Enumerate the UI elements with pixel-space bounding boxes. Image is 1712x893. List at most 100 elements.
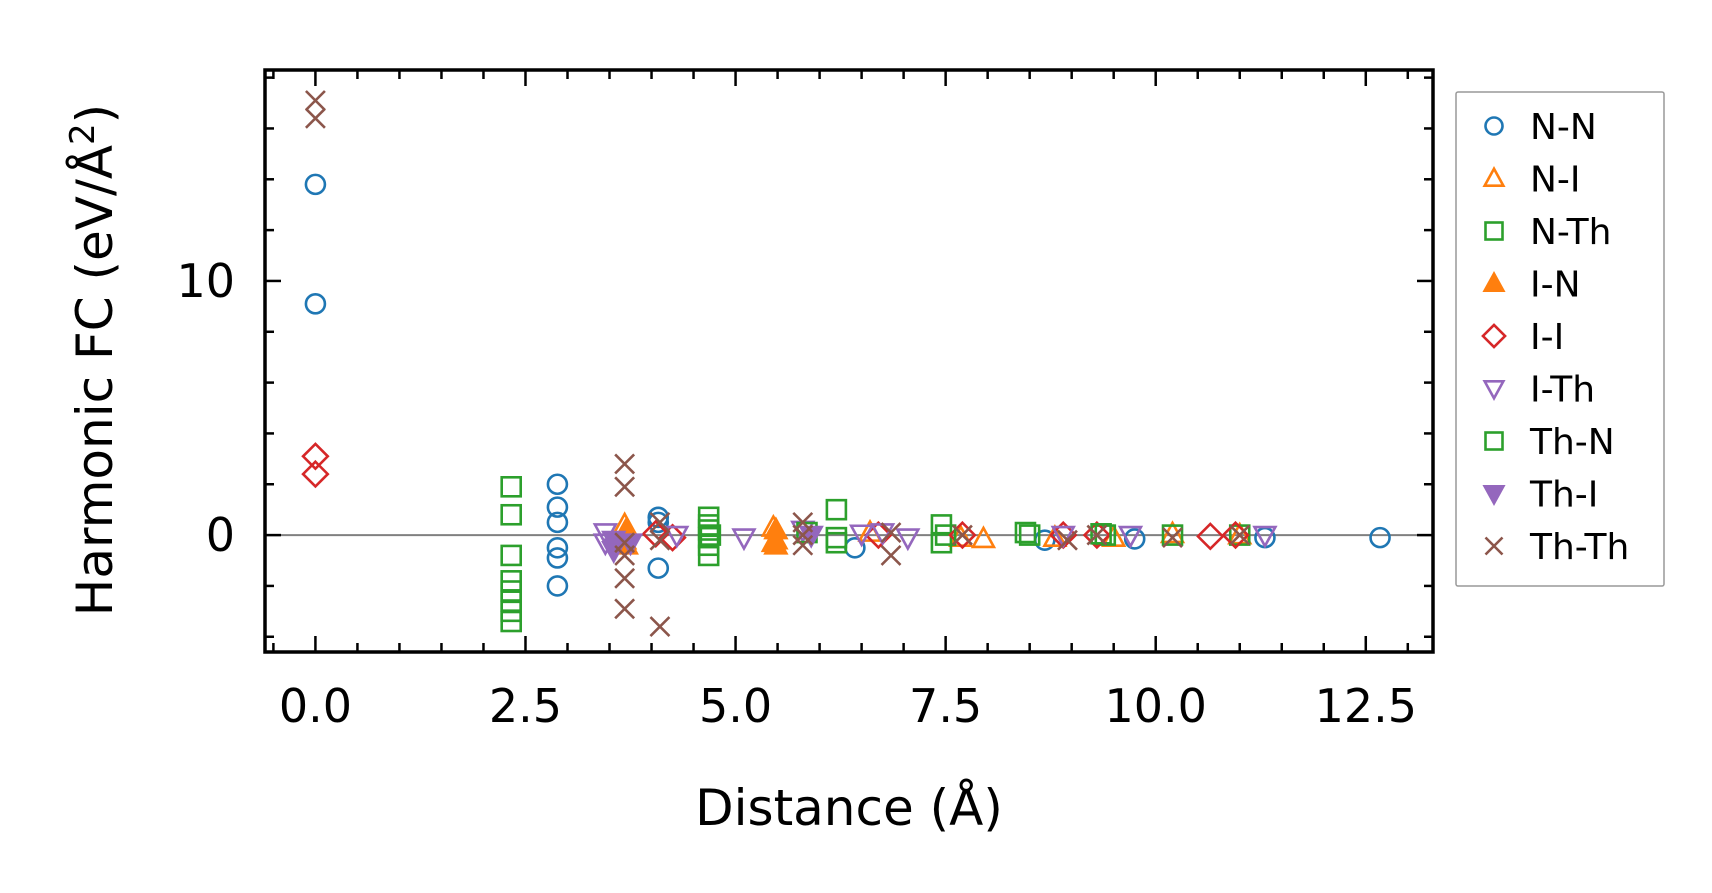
data-point [546,496,569,518]
data-point [848,524,875,548]
data-point [1229,524,1251,546]
legend-marker [1482,379,1506,401]
data-point [952,524,973,546]
series-n-th [500,476,1251,633]
data-point [1252,525,1278,549]
y-axis-label-superscript: 2 [63,123,103,145]
data-point [699,524,722,546]
data-point [649,529,671,551]
data-point [880,545,902,566]
x-tick-label: 12.5 [1315,679,1417,733]
legend-label: N-Th [1530,212,1611,253]
legend-label: I-Th [1530,370,1595,411]
data-point [1161,524,1184,546]
legend-marker [1484,221,1504,241]
data-point [763,526,789,550]
legend-item: Th-N [1484,422,1615,463]
legend-item: Th-Th [1484,527,1629,568]
data-point [792,534,814,556]
x-axis-label: Distance (Å) [695,779,1003,837]
data-point [546,547,569,569]
data-point [934,524,957,546]
legend-marker [1484,431,1504,451]
data-point [1369,526,1391,549]
data-point [500,476,523,498]
data-point [614,567,636,589]
data-point [970,525,997,549]
axes [263,68,1435,654]
data-point [1082,520,1112,550]
x-tick-label: 10.0 [1104,679,1206,733]
data-point [1042,524,1068,548]
y-axis-label-group: Harmonic FC (eV/Å2) [63,104,124,616]
legend-marker [1484,536,1504,556]
data-point [546,536,569,559]
data-point [1196,522,1225,551]
data-point [614,453,636,475]
data-point [304,173,327,196]
x-tick-label: 2.5 [489,679,562,733]
data-point [1050,525,1076,549]
data-point [895,528,921,552]
legend-frame [1455,91,1665,587]
legend-label: I-N [1530,265,1581,306]
legend-label: I-I [1530,317,1564,358]
data-point [304,293,327,315]
data-point [930,531,953,554]
data-point [546,511,569,534]
legend-item: N-N [1484,107,1597,148]
data-point [792,524,814,546]
data-point [1014,521,1037,544]
legend-marker [1482,271,1506,293]
data-point [304,90,326,111]
data-point [649,511,671,533]
legend: N-N N-I N-Th I-N I-I I-Th Th-N Th-I Th-Th [1455,91,1665,587]
data-point [825,498,848,521]
legend-item: I-N [1482,265,1581,306]
data-point [614,598,636,620]
data-point [301,459,330,489]
ticks [265,70,1433,652]
data-point [1117,525,1144,549]
legend-marker [1481,323,1507,349]
x-tick-label: 7.5 [909,679,982,733]
legend-marker [1482,484,1506,506]
data-point [1018,524,1041,546]
data-point [546,575,569,597]
data-point [880,522,902,543]
data-point [1090,523,1112,545]
x-tick-label: 5.0 [699,679,772,733]
data-point [614,545,636,566]
legend-label: Th-Th [1529,527,1629,568]
data-point [658,523,687,552]
legend-label: Th-I [1529,475,1598,516]
legend-item: N-I [1482,160,1581,201]
legend-label: Th-N [1529,422,1615,463]
plot-frame [263,68,1435,654]
y-axis-label: Harmonic FC (eV/Å2) [63,104,124,616]
x-tick-label: 0.0 [279,679,352,733]
legend-item: I-Th [1482,370,1595,411]
legend-label: N-N [1530,107,1597,148]
data-points-layer [301,90,1391,638]
legend-marker [1482,166,1506,188]
data-point [304,107,326,129]
legend-item: N-Th [1484,212,1611,253]
data-point [500,503,523,526]
data-point [500,610,523,633]
data-point [697,506,720,529]
data-point [649,616,671,638]
y-axis-label-close: ) [66,104,124,124]
legend-item: Th-I [1482,475,1598,516]
data-point [500,544,523,567]
y-tick-label: 0 [206,508,235,562]
y-tick-label: 10 [176,254,235,308]
y-axis-label-main: Harmonic FC (eV/Å [66,145,124,616]
data-point [647,511,670,534]
series-th-th [304,90,1251,638]
data-point [1057,529,1078,551]
data-point [731,528,757,552]
legend-marker [1484,116,1504,136]
tick-labels: 0.0 2.5 5.0 7.5 10.0 12.5 0 10 [176,254,1417,733]
